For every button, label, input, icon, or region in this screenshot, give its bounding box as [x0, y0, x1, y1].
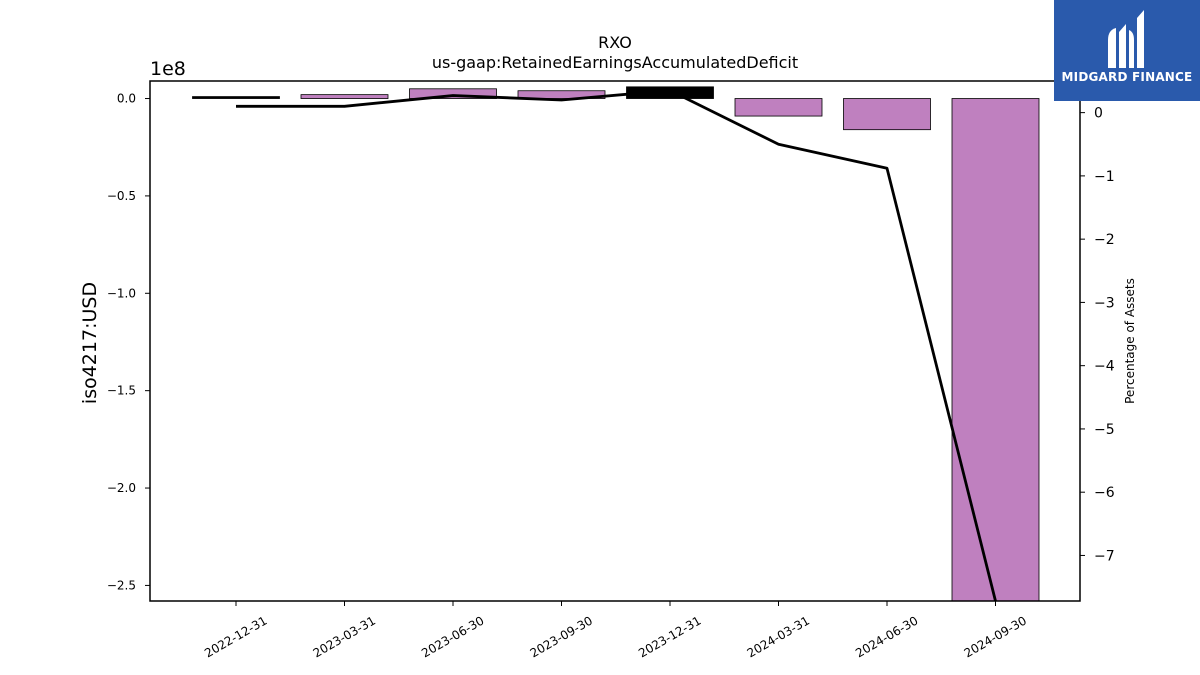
bar-2022-12-31 [192, 96, 280, 99]
y2-tick-label: −7 [1094, 548, 1115, 564]
x-axis: 2022-12-31 2023-03-31 2023-06-30 2023-09-30… [202, 601, 1029, 660]
y-tick-label: −1.5 [107, 384, 136, 398]
midgard-finance-logo: MIDGARD FINANCE [1054, 0, 1200, 101]
bar-2023-09-30 [517, 90, 606, 99]
x-tick-label: 2024-03-31 [745, 613, 812, 660]
y-tick-label: 0.0 [117, 92, 136, 106]
midgard-logo-icon [1108, 10, 1144, 68]
y2-tick-label: 0 [1094, 106, 1103, 122]
x-tick-label: 2024-09-30 [962, 613, 1029, 660]
bar-2023-06-30 [409, 88, 497, 99]
right-axis: 0 −1 −2 −3 −4 −5 −6 −7 [1080, 106, 1115, 564]
y2-tick-label: −5 [1094, 422, 1115, 438]
y2-tick-label: −2 [1094, 232, 1115, 248]
y-tick-label: −2.5 [107, 578, 136, 592]
bar-2024-03-31 [734, 98, 823, 117]
bar-2024-09-30 [951, 98, 1040, 602]
y2-tick-label: −1 [1094, 169, 1115, 185]
percentage-line [236, 89, 997, 602]
bar-2023-12-31 [626, 86, 714, 99]
x-tick-label: 2024-06-30 [853, 613, 920, 660]
chart-title: RXO [598, 33, 632, 52]
y2-tick-label: −3 [1094, 295, 1115, 311]
y2-tick-label: −6 [1094, 485, 1115, 501]
x-tick-label: 2023-06-30 [419, 613, 486, 660]
bar-2024-06-30 [843, 98, 931, 131]
y-tick-label: −0.5 [107, 189, 136, 203]
x-tick-label: 2023-09-30 [528, 613, 595, 660]
logo-text: MIDGARD FINANCE [1061, 70, 1193, 84]
y-tick-label: −1.0 [107, 286, 136, 300]
y-tick-label: −2.0 [107, 481, 136, 495]
plot-frame [149, 80, 1081, 602]
line-layer [236, 89, 997, 602]
y-axis-label: iso4217:USD [79, 282, 101, 404]
left-axis: 0.0 −0.5 −1.0 −1.5 −2.0 −2.5 [107, 92, 150, 592]
x-tick-label: 2023-03-31 [311, 613, 378, 660]
y-offset-label: 1e8 [150, 58, 186, 80]
bars-layer [192, 86, 1040, 602]
x-tick-label: 2023-12-31 [636, 613, 703, 660]
y2-tick-label: −4 [1094, 359, 1115, 375]
x-tick-label: 2022-12-31 [202, 613, 269, 660]
chart-subtitle: us-gaap:RetainedEarningsAccumulatedDefic… [432, 53, 798, 72]
y2-axis-label: Percentage of Assets [1123, 278, 1137, 404]
bar-2023-03-31 [300, 94, 389, 99]
